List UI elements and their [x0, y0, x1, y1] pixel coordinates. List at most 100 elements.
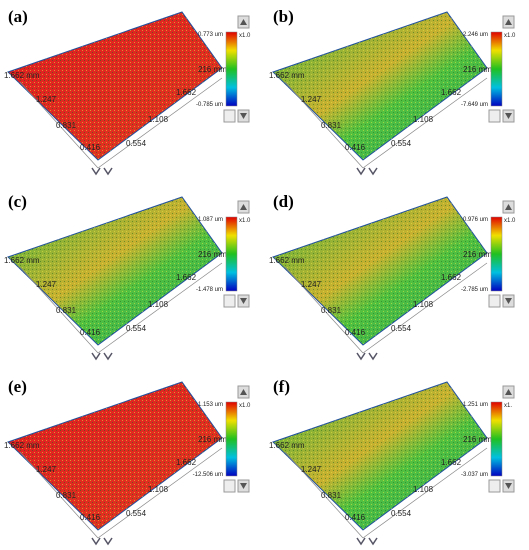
colorbar-max: 2.246 um	[463, 32, 488, 38]
panel-label: (b)	[273, 7, 294, 26]
axis-icon	[91, 352, 113, 361]
arrow-up	[240, 19, 247, 25]
tool-icon	[223, 109, 236, 123]
axis-label: 1.108	[413, 115, 434, 124]
surface-texture	[8, 382, 222, 530]
axis-label: 1.247	[36, 280, 57, 289]
tool-icon	[223, 479, 236, 493]
panel-label: (d)	[273, 192, 294, 211]
axis-icon	[91, 537, 113, 546]
axis-label: 0.831	[56, 306, 77, 315]
colorbar-scale: x1.0	[504, 33, 516, 39]
axis-label: 216 mm	[198, 65, 227, 74]
arrow-down	[240, 298, 247, 304]
axis-label: 1.108	[413, 300, 434, 309]
axis-label: 0.416	[80, 513, 101, 522]
axis-label: 1.247	[301, 280, 322, 289]
axis-icon	[91, 167, 113, 176]
axis-label: 0.416	[345, 328, 366, 337]
tool-icon	[488, 294, 501, 308]
axis-label: 1.662	[176, 458, 197, 467]
axis-label: 0.554	[391, 324, 412, 333]
axis-label: 1.662 mm	[269, 256, 305, 265]
colorbar-scale: x1.0	[504, 218, 516, 224]
axis-label: 0.554	[126, 139, 147, 148]
panel: (f) 1.662 mm 1.247 0.831 0.416 0.554 1.108 1.66…	[269, 377, 515, 546]
colorbar-scale: x1.0	[239, 33, 251, 39]
axis-label: 216 mm	[198, 435, 227, 444]
tool-icon	[488, 109, 501, 123]
axis	[97, 262, 223, 354]
axis-label: 1.662	[441, 458, 462, 467]
axis-label: 216 mm	[463, 65, 492, 74]
axis-label: 0.554	[391, 509, 412, 518]
colorbar-min: -0.785 um	[196, 102, 223, 108]
colorbar-min: -12.506 um	[193, 472, 223, 478]
axis	[362, 447, 488, 539]
axis-label: 1.662	[176, 88, 197, 97]
arrow-up	[505, 204, 512, 210]
axis-label: 1.108	[148, 300, 169, 309]
colorbar-scale: x1.0	[239, 403, 251, 409]
colorbar-scale: x1.	[504, 403, 512, 409]
axis-label: 1.247	[36, 95, 57, 104]
axis-label: 1.662 mm	[4, 256, 40, 265]
colorbar-min: -2.785 um	[461, 287, 488, 293]
axis-label: 0.416	[345, 143, 366, 152]
axis	[284, 81, 364, 169]
surface-texture	[8, 197, 222, 345]
colorbar-max: 1.251 um	[463, 402, 488, 408]
axis	[97, 447, 223, 539]
axis-label: 0.416	[345, 513, 366, 522]
colorbar	[225, 401, 238, 477]
tool-icon	[488, 479, 501, 493]
colorbar-min: -7.649 um	[461, 102, 488, 108]
axis	[19, 266, 99, 354]
axis-label: 0.831	[56, 491, 77, 500]
axis-label: 0.554	[391, 139, 412, 148]
axis	[362, 262, 488, 354]
colorbar-max: 1.153 um	[198, 402, 223, 408]
colorbar	[490, 216, 503, 292]
axis-label: 216 mm	[198, 250, 227, 259]
axis-label: 1.662 mm	[4, 441, 40, 450]
surface-texture	[273, 12, 487, 160]
surface-texture	[273, 382, 487, 530]
colorbar	[225, 216, 238, 292]
axis-label: 0.831	[321, 306, 342, 315]
axis-label: 0.831	[56, 121, 77, 130]
panel-label: (c)	[8, 192, 27, 211]
colorbar-max: 0.976 um	[463, 217, 488, 223]
colorbar	[490, 401, 503, 477]
axis-icon	[356, 537, 378, 546]
axis	[97, 77, 223, 169]
axis	[19, 451, 99, 539]
axis-label: 0.554	[126, 324, 147, 333]
panel: (d) 1.662 mm 1.247 0.831 0.416 0.554 1.108 1.66…	[269, 192, 516, 361]
axis-label: 0.416	[80, 328, 101, 337]
arrow-down	[505, 113, 512, 119]
axis-label: 1.247	[301, 465, 322, 474]
axis-label: 1.247	[36, 465, 57, 474]
axis	[284, 451, 364, 539]
axis-label: 1.662 mm	[269, 71, 305, 80]
colorbar-min: -1.478 um	[196, 287, 223, 293]
colorbar-max: 0.773 um	[198, 32, 223, 38]
arrow-up	[505, 19, 512, 25]
panel: (b) 1.662 mm 1.247 0.831 0.416 0.554 1.108 1.66…	[269, 7, 516, 176]
axis-label: 1.662	[441, 88, 462, 97]
axis-label: 1.662 mm	[4, 71, 40, 80]
arrow-up	[240, 204, 247, 210]
axis-label: 216 mm	[463, 435, 492, 444]
axis-label: 216 mm	[463, 250, 492, 259]
colorbar-scale: x1.0	[239, 218, 251, 224]
axis	[362, 77, 488, 169]
axis-icon	[356, 167, 378, 176]
axis-label: 0.554	[126, 509, 147, 518]
tool-icon	[223, 294, 236, 308]
axis	[19, 81, 99, 169]
arrow-down	[505, 483, 512, 489]
colorbar-min: -3.037 um	[461, 472, 488, 478]
axis-icon	[356, 352, 378, 361]
